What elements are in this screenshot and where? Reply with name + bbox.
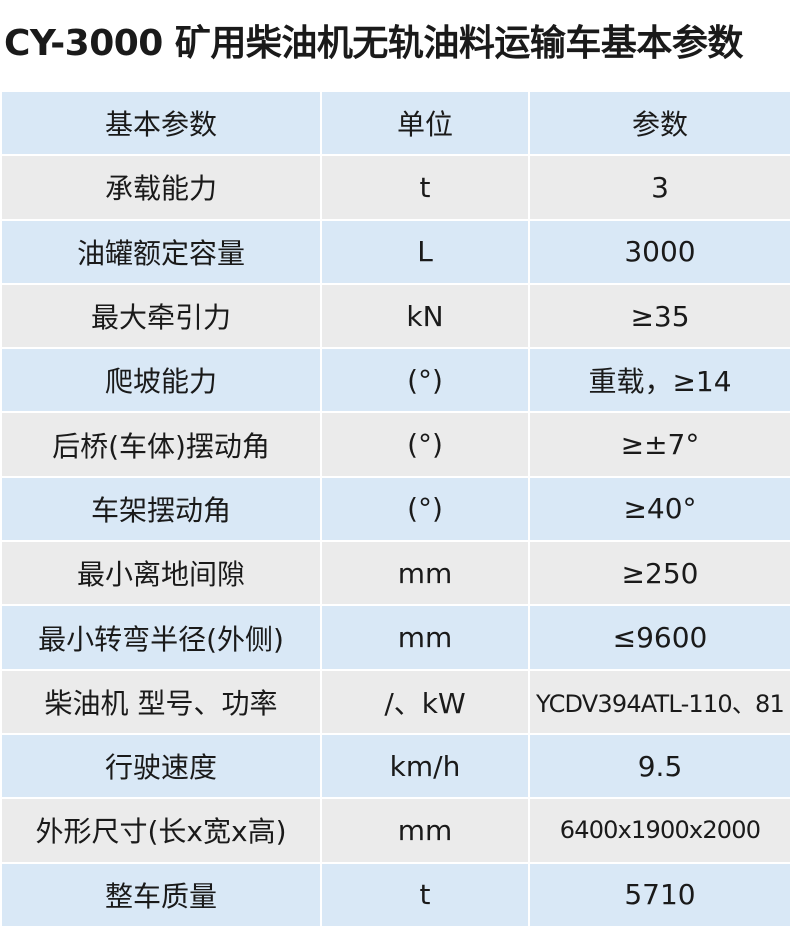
- param-name-cell: 车架摆动角: [2, 477, 320, 541]
- unit-cell: kN: [322, 284, 528, 348]
- value-cell: 3: [530, 156, 790, 219]
- value-cell: YCDV394ATL-110、81: [530, 670, 790, 733]
- param-name-cell: 后桥(车体)摆动角: [2, 413, 320, 476]
- header-cell: 基本参数: [2, 92, 320, 155]
- param-name-cell: 行驶速度: [2, 734, 320, 798]
- param-name-cell: 整车质量: [2, 863, 320, 926]
- unit-cell: (°): [322, 413, 528, 476]
- value-cell: 5710: [530, 863, 790, 926]
- unit-cell: t: [322, 156, 528, 219]
- unit-cell: km/h: [322, 734, 528, 798]
- value-cell: 重载，≥14: [530, 349, 790, 412]
- value-cell: ≥250: [530, 542, 790, 605]
- value-cell: ≤9600: [530, 606, 790, 669]
- spec-table: 基本参数 单位 参数 承载能力 t 3 油罐额定容量 L 3000 最大牵引力 kN ≥35 爬坡…: [2, 92, 790, 926]
- unit-cell: mm: [322, 799, 528, 862]
- unit-cell: /、kW: [322, 670, 528, 733]
- value-cell: 9.5: [530, 734, 790, 798]
- unit-cell: mm: [322, 542, 528, 605]
- param-name-cell: 最小转弯半径(外侧): [2, 606, 320, 669]
- value-cell: ≥35: [530, 284, 790, 348]
- param-name-cell: 最小离地间隙: [2, 542, 320, 605]
- value-cell: 3000: [530, 220, 790, 283]
- unit-cell: mm: [322, 606, 528, 669]
- page-title: CY-3000 矿用柴油机无轨油料运输车基本参数: [4, 23, 743, 64]
- param-name-cell: 最大牵引力: [2, 284, 320, 348]
- unit-cell: (°): [322, 349, 528, 412]
- param-name-cell: 爬坡能力: [2, 349, 320, 412]
- header-cell: 单位: [322, 92, 528, 155]
- unit-cell: t: [322, 863, 528, 926]
- param-name-cell: 承载能力: [2, 156, 320, 219]
- value-cell: ≥40°: [530, 477, 790, 541]
- param-name-cell: 油罐额定容量: [2, 220, 320, 283]
- value-cell: ≥±7°: [530, 413, 790, 476]
- unit-cell: (°): [322, 477, 528, 541]
- header-cell: 参数: [530, 92, 790, 155]
- value-cell: 6400x1900x2000: [530, 799, 790, 862]
- unit-cell: L: [322, 220, 528, 283]
- param-name-cell: 外形尺寸(长x宽x高): [2, 799, 320, 862]
- param-name-cell: 柴油机 型号、功率: [2, 670, 320, 733]
